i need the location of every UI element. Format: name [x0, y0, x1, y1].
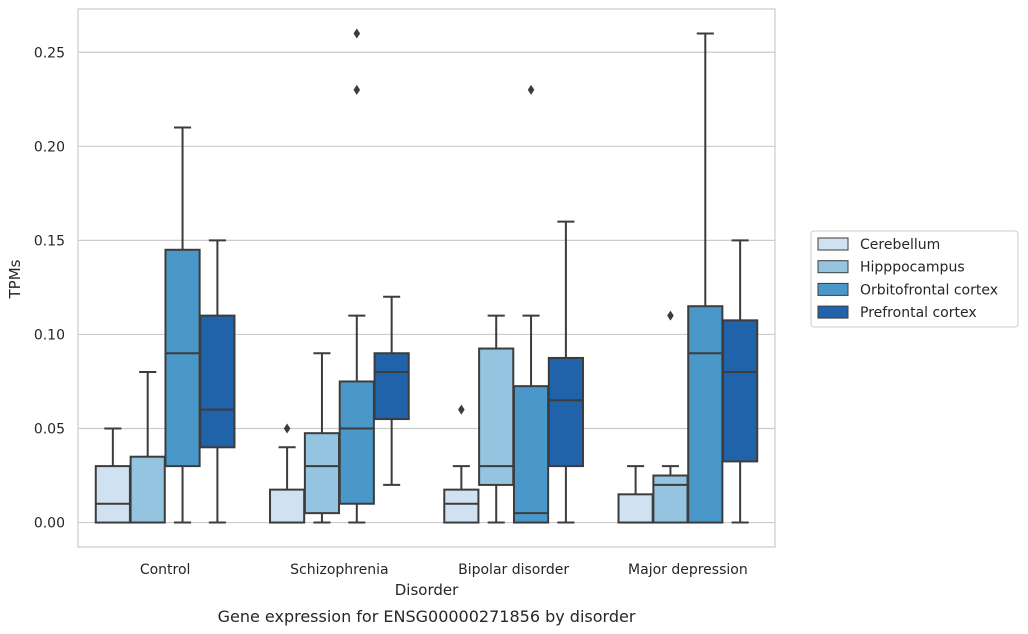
- box-body: [269, 488, 306, 524]
- legend-entry: Cerebellum: [860, 237, 940, 253]
- outlier-point: [667, 310, 674, 321]
- box: [129, 371, 166, 524]
- box-body: [164, 248, 201, 468]
- box-body: [303, 432, 341, 515]
- box: [722, 239, 759, 524]
- plot-frame: [77, 8, 776, 548]
- box-body: [373, 352, 410, 421]
- y-tick-label: 0.15: [34, 233, 65, 249]
- legend: Cerebellum Hipppocampus Orbitofrontal cort…: [810, 230, 1019, 328]
- box-body: [338, 380, 375, 505]
- outlier-point: [458, 404, 465, 415]
- outlier-point: [527, 84, 535, 95]
- legend-entry: Prefrontal cortex: [860, 305, 977, 321]
- y-tick-label: 0.25: [34, 45, 65, 61]
- box-body: [547, 356, 584, 468]
- box-plot-series: [94, 28, 759, 524]
- box: [269, 423, 306, 524]
- box-body: [94, 465, 131, 524]
- box-body: [129, 455, 166, 524]
- y-axis-ticks: 0.00 0.05 0.10 0.15 0.20 0.25: [34, 45, 65, 531]
- box: [512, 84, 550, 524]
- box: [652, 310, 689, 524]
- box: [547, 220, 584, 524]
- outlier-point: [283, 423, 291, 434]
- outlier-point: [353, 84, 361, 95]
- outlier-point: [353, 28, 361, 39]
- chart-caption: Gene expression for ENSG00000271856 by d…: [218, 607, 636, 626]
- y-tick-label: 0.05: [34, 421, 65, 437]
- box: [303, 352, 341, 524]
- legend-entry: Orbitofrontal cortex: [860, 282, 998, 298]
- box-body: [443, 488, 480, 524]
- y-tick-label: 0.10: [34, 327, 65, 343]
- x-axis-label: Disorder: [395, 581, 459, 599]
- series-orbitofrontal-cortex: [164, 28, 724, 524]
- box-body: [687, 305, 724, 524]
- x-axis-ticks: Control Schizophrenia Bipolar disorder Majo…: [140, 562, 748, 578]
- x-tick-label: Control: [140, 562, 191, 578]
- series-prefrontal-cortex: [199, 220, 759, 524]
- x-tick-label: Major depression: [628, 562, 748, 578]
- legend-swatch: [817, 282, 849, 296]
- x-tick-label: Schizophrenia: [290, 562, 388, 578]
- box: [687, 32, 724, 524]
- y-tick-label: 0.00: [34, 516, 65, 532]
- y-axis-label: TPMs: [6, 259, 24, 299]
- box: [443, 404, 480, 524]
- box: [94, 427, 131, 524]
- box-body: [617, 493, 654, 524]
- legend-swatch: [817, 260, 849, 274]
- box-body: [199, 314, 236, 449]
- box: [164, 126, 201, 524]
- box: [373, 295, 410, 486]
- legend-frame: [810, 230, 1019, 328]
- legend-swatch: [817, 237, 849, 251]
- box: [199, 239, 236, 524]
- y-tick-label: 0.20: [34, 139, 65, 155]
- legend-swatch: [817, 305, 849, 319]
- x-tick-label: Bipolar disorder: [458, 562, 569, 578]
- box: [338, 28, 375, 524]
- legend-entry: Hipppocampus: [860, 260, 965, 276]
- box-body: [722, 319, 759, 463]
- box: [617, 465, 654, 524]
- box-body: [652, 474, 689, 524]
- series-hipppocampus: [129, 310, 689, 524]
- box-body: [512, 385, 550, 524]
- box-body: [478, 347, 515, 486]
- box: [478, 314, 515, 524]
